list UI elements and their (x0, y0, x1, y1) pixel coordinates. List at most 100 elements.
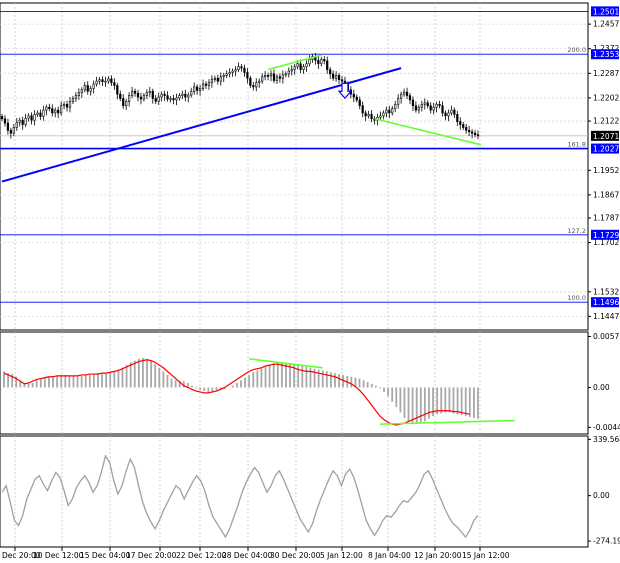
candle (400, 93, 403, 99)
y-tick-label: 1.1867 (593, 190, 619, 199)
candle (166, 95, 169, 100)
y-tick-label: -274.194 (593, 537, 620, 546)
candle (181, 93, 184, 96)
level-label: 200.0 (567, 46, 586, 54)
y-tick-label: 0.00 (593, 491, 610, 500)
candle (281, 74, 284, 79)
y-tick-label: 0.00 (593, 383, 610, 392)
candle (246, 72, 249, 79)
candle (210, 79, 214, 83)
candle (240, 66, 243, 69)
candle (201, 83, 205, 89)
candle (370, 114, 373, 120)
candle (207, 82, 211, 86)
y-tick-label: 1.2372 (593, 44, 619, 53)
candle (323, 59, 326, 62)
candle (154, 98, 157, 102)
candle (113, 82, 116, 86)
price-box-label: 1.2071 (593, 132, 619, 141)
candle (299, 63, 302, 70)
candle (397, 98, 400, 105)
candle (317, 59, 320, 65)
price-panel: 1.2457 1.2372 1.2287 1.2202 1.2122 1.1952 1.18… (0, 2, 619, 331)
candle (414, 105, 418, 111)
candle (249, 77, 252, 86)
candle (216, 77, 219, 82)
candle (255, 82, 258, 88)
level-label: 127.2 (567, 227, 586, 235)
candle (275, 76, 279, 81)
candle (219, 76, 222, 82)
y-tick-label: 0.0057 (593, 332, 619, 341)
candle (3, 118, 7, 124)
candle (15, 121, 18, 128)
x-tick-label: Dec 20:00 (2, 551, 41, 560)
price-box (591, 49, 619, 60)
candle (459, 121, 462, 125)
candle (39, 112, 42, 117)
y-tick-label: 1.1447 (593, 312, 619, 321)
candle (352, 93, 355, 98)
candle (402, 91, 406, 95)
y-tick-label: 1.1952 (593, 166, 619, 175)
candle (172, 98, 175, 101)
level-label: 100.0 (567, 294, 586, 302)
price-box (591, 130, 619, 141)
candle (184, 93, 187, 98)
candle (74, 95, 78, 99)
divergence-line (379, 419, 515, 425)
price-box (591, 229, 619, 240)
candle (411, 99, 415, 107)
price-box (591, 6, 619, 17)
candle (468, 130, 471, 133)
candle (332, 73, 335, 79)
candle (190, 90, 193, 96)
candle (62, 103, 66, 107)
candle (329, 69, 332, 75)
candle (429, 105, 432, 111)
candle (379, 115, 382, 118)
candle (269, 73, 273, 77)
down-arrow-icon (337, 82, 353, 100)
y-tick-label: 339.568 (593, 435, 620, 444)
candle (382, 112, 385, 117)
x-tick-label: 17 Dec 20:00 (126, 551, 177, 560)
candle (290, 69, 293, 72)
candle (204, 83, 208, 86)
price-box-label: 1.1729 (593, 231, 619, 240)
candle (130, 90, 134, 96)
y-tick-label: 1.1702 (593, 238, 619, 247)
candle (193, 86, 196, 92)
candle (18, 119, 21, 123)
x-tick-label: 28 Dec 04:00 (222, 551, 273, 560)
candle (6, 122, 10, 131)
candle (89, 88, 92, 92)
candle (358, 99, 361, 107)
candle (12, 127, 15, 134)
candle (107, 78, 110, 82)
candle (198, 88, 202, 91)
candle (45, 106, 48, 111)
panel-frame (0, 435, 589, 548)
candle (98, 79, 101, 82)
candle (465, 127, 468, 131)
candle (435, 103, 438, 108)
candle (228, 72, 231, 75)
candle (148, 90, 151, 94)
y-tick-label: 1.1787 (593, 214, 619, 223)
candle (21, 119, 24, 125)
candle (136, 92, 140, 98)
candle (462, 124, 465, 128)
candle (30, 115, 33, 121)
candle (237, 66, 240, 70)
candle (116, 85, 119, 95)
price-box-label: 1.2027 (593, 145, 619, 154)
x-tick-label: 30 Dec 20:00 (270, 551, 321, 560)
candle (178, 95, 181, 99)
candle (80, 89, 83, 94)
candle (308, 59, 311, 65)
candle (83, 85, 86, 91)
candle (320, 59, 323, 65)
